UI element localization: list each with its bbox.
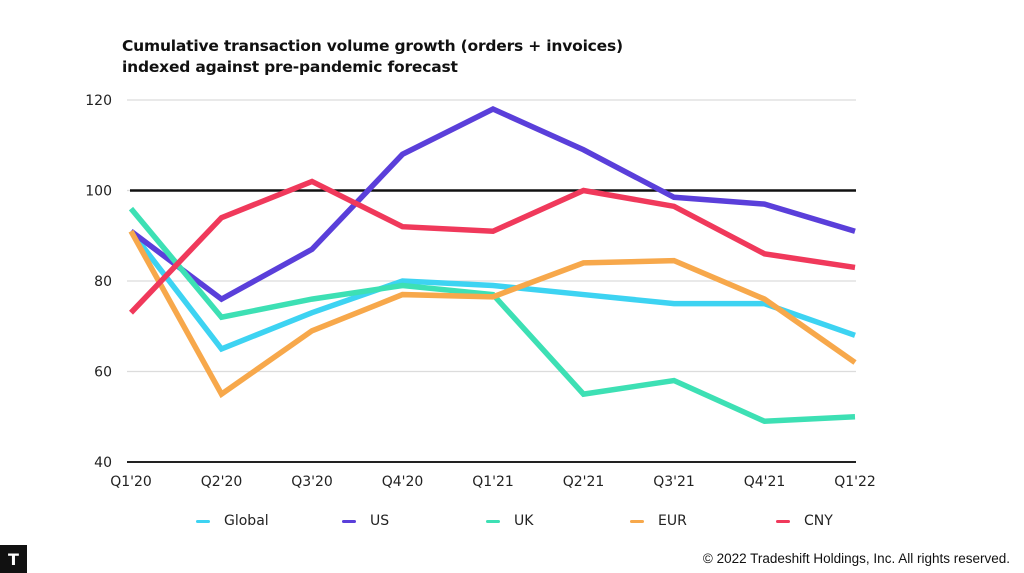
x-tick-label: Q3'21 (653, 474, 695, 490)
chart-subtitle: indexed against pre-pandemic forecast (122, 58, 458, 76)
legend-item-uk: UK (486, 513, 533, 529)
x-tick-label: Q3'20 (291, 474, 333, 490)
x-tick-label: Q4'21 (744, 474, 786, 490)
legend-label: EUR (658, 513, 687, 529)
series-line-uk (128, 206, 856, 425)
series-line-us (129, 106, 856, 303)
y-tick-label: 120 (85, 93, 112, 109)
legend-label: CNY (804, 513, 833, 529)
legend-swatch (486, 519, 500, 523)
x-tick-label: Q1'21 (472, 474, 514, 490)
legend-item-us: US (342, 513, 389, 529)
gridlines (127, 99, 856, 463)
y-tick-label: 40 (94, 455, 112, 471)
legend-swatch (776, 519, 790, 523)
legend-label: UK (514, 513, 534, 529)
y-tick-label: 100 (85, 184, 112, 200)
legend-swatch (342, 519, 356, 523)
y-tick-label: 60 (94, 365, 112, 381)
legend-item-global: Global (196, 513, 269, 529)
x-tick-label: Q1'22 (834, 474, 876, 490)
legend-label: US (370, 513, 390, 529)
legend-swatch (196, 519, 210, 523)
y-axis-ticks: 40 60 80 100 120 (85, 93, 112, 471)
legend-swatch (630, 519, 644, 523)
series-line-eur (128, 229, 857, 399)
chart-title: Cumulative transaction volume growth (or… (122, 37, 623, 55)
series-line-global (128, 229, 856, 353)
logo-letter: T (8, 549, 19, 569)
legend-label: Global (224, 513, 269, 529)
series-lines (128, 106, 857, 425)
chart-title-block: Cumulative transaction volume growth (or… (122, 36, 623, 78)
tradeshift-logo: T (0, 545, 27, 573)
x-axis-ticks: Q1'20 Q2'20 Q3'20 Q4'20 Q1'21 Q2'21 Q3'21 Q4'21… (110, 474, 876, 490)
x-tick-label: Q1'20 (110, 474, 152, 490)
copyright-footer: © 2022 Tradeshift Holdings, Inc. All rig… (702, 551, 1010, 566)
series-line-cny (129, 178, 856, 315)
chart-legend: Global US UK EUR CNY (0, 513, 1024, 533)
y-tick-label: 80 (94, 274, 112, 290)
x-tick-label: Q2'20 (201, 474, 243, 490)
x-tick-label: Q2'21 (563, 474, 605, 490)
legend-item-eur: EUR (630, 513, 687, 529)
x-tick-label: Q4'20 (382, 474, 424, 490)
legend-item-cny: CNY (776, 513, 833, 529)
